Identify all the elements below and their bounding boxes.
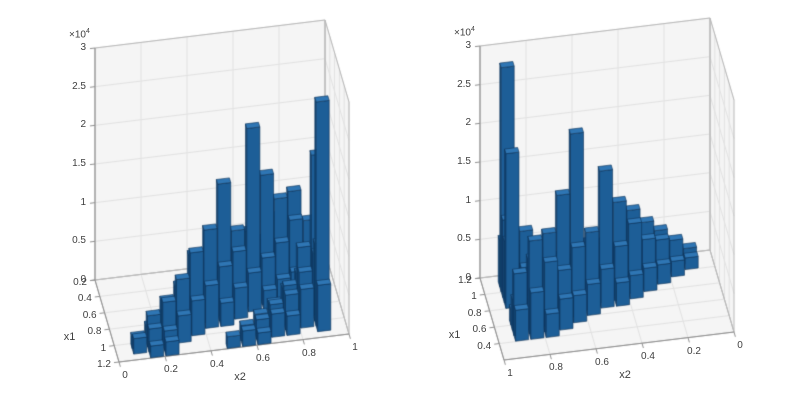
- 3d-histogram-charts-canvas: [0, 0, 806, 403]
- figure-window: 0 0.5 1 1.5 2 2.5 3 ×104 0.2 0.4 0.6 0.8 1 1.2 0 0.2 0.4…: [0, 0, 806, 403]
